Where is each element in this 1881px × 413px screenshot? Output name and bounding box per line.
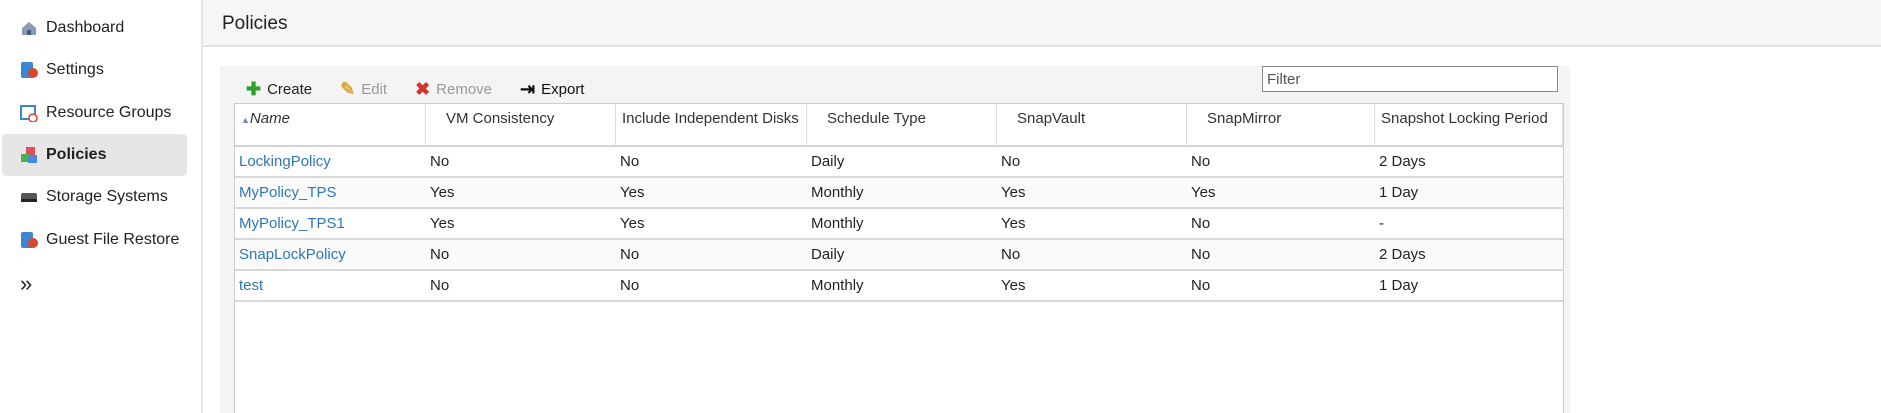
column-header-vm-consistency[interactable]: VM Consistency bbox=[426, 104, 616, 145]
table-cell: Yes bbox=[1191, 184, 1216, 201]
storage-icon bbox=[20, 188, 38, 206]
table-cell: 2 Days bbox=[1379, 246, 1426, 263]
double-chevron-right-icon: » bbox=[20, 271, 33, 296]
policies-table: ▲Name VM Consistency Include Independent D… bbox=[234, 103, 1564, 413]
remove-button[interactable]: ✖ Remove bbox=[415, 79, 492, 100]
create-button[interactable]: ✚ Create bbox=[246, 79, 312, 100]
sidebar-item-guest-file-restore[interactable]: Guest File Restore bbox=[2, 219, 187, 261]
create-label: Create bbox=[267, 81, 313, 98]
filter-input[interactable] bbox=[1262, 66, 1558, 92]
column-header-snapvault[interactable]: SnapVault bbox=[997, 104, 1187, 145]
column-header-snapmirror[interactable]: SnapMirror bbox=[1187, 104, 1375, 145]
table-cell: No bbox=[430, 153, 450, 170]
edit-label: Edit bbox=[361, 81, 388, 98]
policies-cubes-icon bbox=[20, 146, 38, 164]
sort-ascending-icon: ▲ bbox=[241, 115, 250, 125]
sidebar-item-label: Storage Systems bbox=[46, 188, 168, 206]
column-label: Include Independent Disks bbox=[622, 110, 799, 127]
policy-name-link[interactable]: test bbox=[239, 277, 264, 294]
toolbar: ✚ Create ✎ Edit ✖ Remove ⇥ Export bbox=[246, 79, 612, 100]
column-label: Snapshot Locking Period bbox=[1381, 110, 1548, 127]
page-title: Policies bbox=[222, 13, 288, 34]
table-cell: No bbox=[1191, 277, 1211, 294]
sidebar-item-label: Guest File Restore bbox=[46, 230, 180, 248]
table-row[interactable]: test No No Monthly Yes No 1 Day bbox=[235, 271, 1563, 302]
table-row[interactable]: MyPolicy_TPS1 Yes Yes Monthly Yes No - bbox=[235, 209, 1563, 240]
table-cell: 1 Day bbox=[1379, 184, 1419, 201]
table-cell: No bbox=[620, 277, 640, 294]
table-cell: Monthly bbox=[811, 184, 864, 201]
table-cell: No bbox=[430, 246, 450, 263]
table-cell: Yes bbox=[620, 184, 645, 201]
policy-name-link[interactable]: LockingPolicy bbox=[239, 153, 331, 170]
table-cell: No bbox=[1191, 246, 1211, 263]
table-cell: Yes bbox=[430, 184, 455, 201]
column-label: VM Consistency bbox=[446, 110, 555, 127]
sidebar-item-settings[interactable]: Settings bbox=[2, 49, 187, 91]
table-cell: Yes bbox=[1001, 184, 1026, 201]
table-cell: Yes bbox=[430, 215, 455, 232]
plus-icon: ✚ bbox=[246, 79, 262, 99]
export-icon: ⇥ bbox=[520, 79, 536, 99]
table-cell: Yes bbox=[1001, 215, 1026, 232]
settings-icon bbox=[20, 61, 38, 79]
table-cell: Daily bbox=[811, 246, 845, 263]
table-cell: 2 Days bbox=[1379, 153, 1426, 170]
calendar-clock-icon bbox=[20, 104, 38, 123]
table-row[interactable]: LockingPolicy No No Daily No No 2 Days bbox=[235, 147, 1563, 178]
pencil-icon: ✎ bbox=[340, 79, 356, 99]
table-cell: 1 Day bbox=[1379, 277, 1419, 294]
table-body: LockingPolicy No No Daily No No 2 Days MyPolicy… bbox=[235, 147, 1563, 302]
column-label: Schedule Type bbox=[827, 110, 926, 127]
table-cell: Daily bbox=[811, 153, 845, 170]
table-row[interactable]: SnapLockPolicy No No Daily No No 2 Days bbox=[235, 240, 1563, 271]
column-header-name[interactable]: ▲Name bbox=[235, 104, 426, 145]
export-label: Export bbox=[541, 81, 585, 98]
policy-name-link[interactable]: MyPolicy_TPS bbox=[239, 184, 337, 201]
table-cell: Yes bbox=[620, 215, 645, 232]
export-button[interactable]: ⇥ Export bbox=[520, 79, 584, 100]
sidebar-item-label: Policies bbox=[46, 145, 107, 163]
sidebar: Dashboard Settings Resource Groups Policies… bbox=[0, 0, 203, 413]
table-cell: Yes bbox=[1001, 277, 1026, 294]
table-cell: No bbox=[620, 153, 640, 170]
table-cell: Monthly bbox=[811, 215, 864, 232]
column-header-schedule-type[interactable]: Schedule Type bbox=[807, 104, 997, 145]
sidebar-item-label: Settings bbox=[46, 61, 104, 79]
table-cell: No bbox=[1001, 246, 1021, 263]
column-label: Name bbox=[249, 110, 290, 127]
policy-name-link[interactable]: SnapLockPolicy bbox=[239, 246, 346, 263]
table-row[interactable]: MyPolicy_TPS Yes Yes Monthly Yes Yes 1 Day bbox=[235, 178, 1563, 209]
table-cell: - bbox=[1379, 215, 1384, 232]
column-label: SnapMirror bbox=[1207, 110, 1282, 127]
policy-name-link[interactable]: MyPolicy_TPS1 bbox=[239, 215, 345, 232]
sidebar-item-label: Dashboard bbox=[46, 19, 125, 36]
expand-sidebar-button[interactable]: » bbox=[2, 263, 42, 305]
sidebar-item-resource-groups[interactable]: Resource Groups bbox=[2, 92, 187, 134]
sidebar-item-storage-systems[interactable]: Storage Systems bbox=[2, 176, 187, 218]
page-header: Policies bbox=[203, 0, 1881, 47]
restore-icon bbox=[20, 231, 38, 249]
table-cell: No bbox=[1001, 153, 1021, 170]
remove-label: Remove bbox=[436, 81, 493, 98]
column-header-snapshot-locking-period[interactable]: Snapshot Locking Period bbox=[1375, 104, 1563, 145]
table-cell: No bbox=[620, 246, 640, 263]
home-icon bbox=[20, 19, 38, 37]
column-label: SnapVault bbox=[1017, 110, 1086, 127]
table-cell: No bbox=[1191, 215, 1211, 232]
sidebar-item-dashboard[interactable]: Dashboard bbox=[2, 7, 187, 49]
edit-button[interactable]: ✎ Edit bbox=[340, 79, 387, 100]
table-cell: Monthly bbox=[811, 277, 864, 294]
table-cell: No bbox=[430, 277, 450, 294]
column-header-include-independent-disks[interactable]: Include Independent Disks bbox=[616, 104, 807, 145]
sidebar-item-policies[interactable]: Policies bbox=[2, 133, 187, 176]
sidebar-item-label: Resource Groups bbox=[46, 103, 172, 121]
table-header: ▲Name VM Consistency Include Independent D… bbox=[235, 103, 1563, 147]
table-cell: No bbox=[1191, 153, 1211, 170]
x-icon: ✖ bbox=[415, 79, 431, 99]
